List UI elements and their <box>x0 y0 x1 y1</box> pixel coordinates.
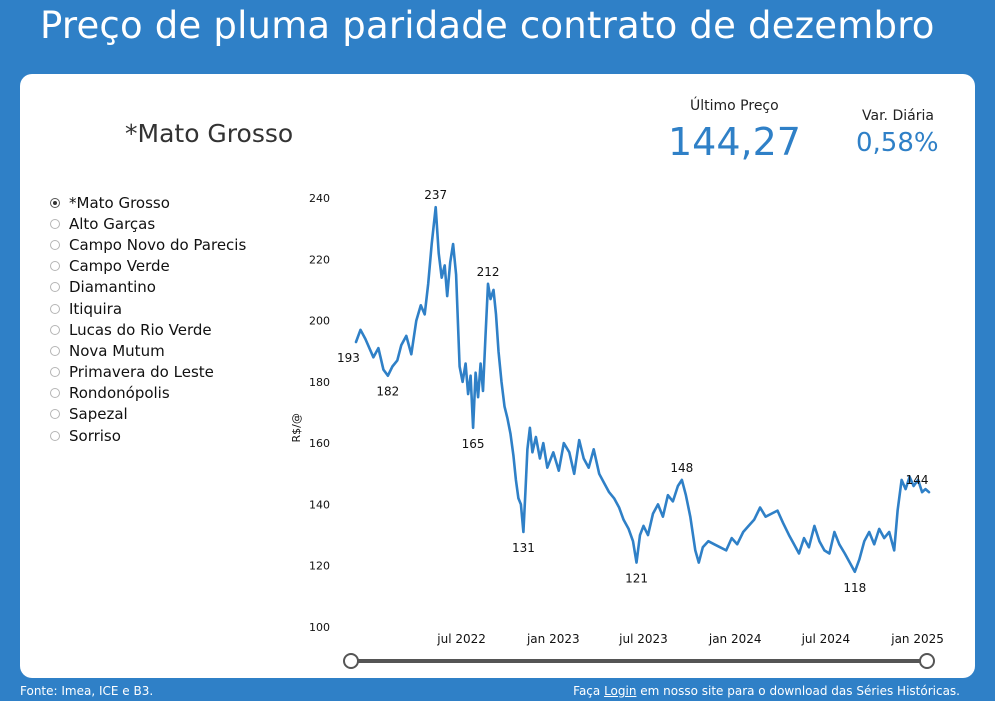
y-tick-label: 180 <box>309 376 330 389</box>
data-label: 212 <box>477 265 500 279</box>
region-option-label: Alto Garças <box>69 214 156 233</box>
radio-button[interactable] <box>50 409 60 420</box>
y-tick-label: 240 <box>309 192 330 205</box>
data-label: 182 <box>376 385 399 399</box>
data-label: 193 <box>337 351 360 365</box>
daily-variation-label: Var. Diária <box>862 108 934 124</box>
x-tick-label: jan 2024 <box>708 632 762 646</box>
page-title: Preço de pluma paridade contrato de deze… <box>40 4 935 47</box>
x-tick-label: jan 2023 <box>526 632 580 646</box>
daily-variation-value: 0,58% <box>856 128 939 158</box>
region-option[interactable]: Rondonópolis <box>50 383 246 404</box>
region-option[interactable]: Diamantino <box>50 277 246 298</box>
selected-region-title: *Mato Grosso <box>125 119 294 148</box>
y-tick-label: 220 <box>309 253 330 266</box>
footer-source: Fonte: Imea, ICE e B3. <box>20 684 154 698</box>
region-option-label: Campo Verde <box>69 257 170 276</box>
region-option-label: Nova Mutum <box>69 341 165 360</box>
region-option[interactable]: Nova Mutum <box>50 340 246 361</box>
range-slider-end-handle[interactable] <box>919 653 935 669</box>
region-radio-list: *Mato Grosso Alto Garças Campo Novo do Par… <box>50 192 246 446</box>
range-slider-start-handle[interactable] <box>343 653 359 669</box>
region-option[interactable]: Lucas do Rio Verde <box>50 319 246 340</box>
region-option-label: Rondonópolis <box>69 384 170 403</box>
x-tick-label: jan 2025 <box>890 632 944 646</box>
region-option[interactable]: Alto Garças <box>50 213 246 234</box>
last-price-value: 144,27 <box>668 120 801 164</box>
data-label: 131 <box>512 541 535 555</box>
radio-button[interactable] <box>50 367 60 378</box>
region-option-label: Sapezal <box>69 405 128 424</box>
x-tick-label: jul 2024 <box>801 632 851 646</box>
login-link[interactable]: Login <box>604 684 637 698</box>
data-label: 118 <box>843 581 866 595</box>
region-option[interactable]: Primavera do Leste <box>50 362 246 383</box>
y-tick-label: 160 <box>309 437 330 450</box>
region-option-label: *Mato Grosso <box>69 193 170 212</box>
radio-button[interactable] <box>50 324 60 335</box>
y-axis-label: R$/@ <box>290 413 303 442</box>
y-tick-label: 120 <box>309 560 330 573</box>
region-option[interactable]: Campo Verde <box>50 256 246 277</box>
region-option[interactable]: Sapezal <box>50 404 246 425</box>
footer-pre-link-text: Faça <box>573 684 605 698</box>
radio-button[interactable] <box>50 388 60 399</box>
region-option[interactable]: Campo Novo do Parecis <box>50 234 246 255</box>
radio-button[interactable] <box>50 430 60 441</box>
y-tick-label: 200 <box>309 315 330 328</box>
radio-button[interactable] <box>50 197 60 208</box>
y-tick-label: 140 <box>309 498 330 511</box>
region-option[interactable]: *Mato Grosso <box>50 192 246 213</box>
radio-button[interactable] <box>50 345 60 356</box>
x-tick-label: jul 2022 <box>436 632 486 646</box>
x-tick-label: jul 2023 <box>618 632 668 646</box>
radio-button[interactable] <box>50 282 60 293</box>
price-series-line <box>354 205 931 574</box>
region-option-label: Campo Novo do Parecis <box>69 235 247 254</box>
data-label: 144 <box>906 473 929 487</box>
region-option-label: Sorriso <box>69 426 121 445</box>
region-option-label: Lucas do Rio Verde <box>69 320 212 339</box>
data-label: 121 <box>625 572 648 586</box>
radio-button[interactable] <box>50 239 60 250</box>
region-option-label: Primavera do Leste <box>69 363 214 382</box>
footer-download-note: Faça Login em nosso site para o download… <box>573 684 960 698</box>
data-label: 237 <box>424 188 447 202</box>
data-label: 148 <box>670 461 693 475</box>
radio-button[interactable] <box>50 218 60 229</box>
region-option-label: Diamantino <box>69 278 156 297</box>
radio-button[interactable] <box>50 303 60 314</box>
y-tick-label: 100 <box>309 621 330 634</box>
region-option[interactable]: Itiquira <box>50 298 246 319</box>
last-price-label: Último Preço <box>690 98 779 114</box>
region-option-label: Itiquira <box>69 299 123 318</box>
data-label: 165 <box>462 437 485 451</box>
region-option[interactable]: Sorriso <box>50 425 246 446</box>
chart-card: *Mato Grosso Último Preço 144,27 Var. Di… <box>20 74 975 678</box>
radio-button[interactable] <box>50 261 60 272</box>
footer-post-link-text: em nosso site para o download das Séries… <box>636 684 960 698</box>
